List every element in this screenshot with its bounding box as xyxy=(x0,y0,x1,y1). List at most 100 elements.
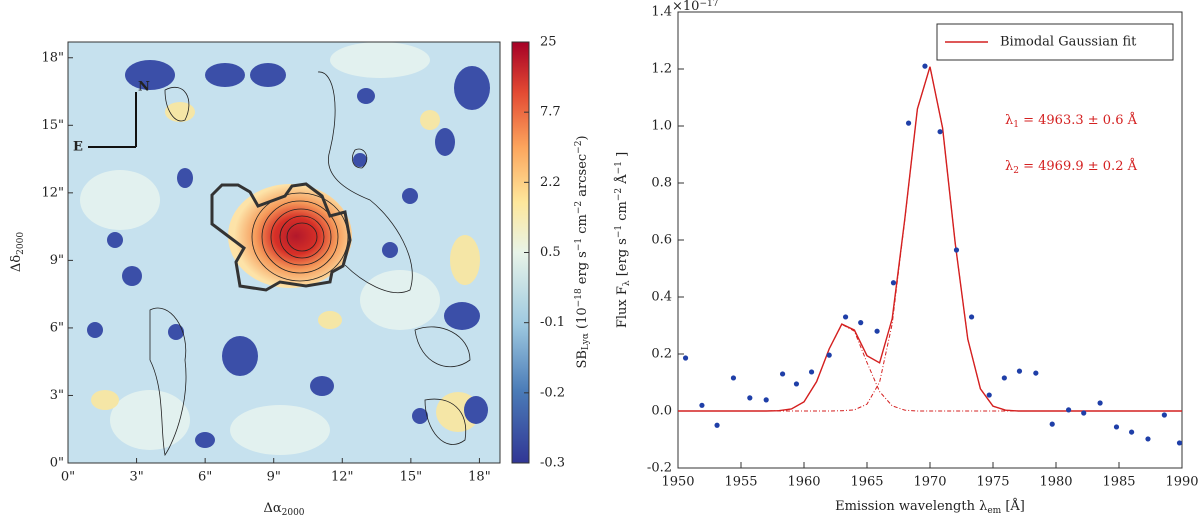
y-tick-label: 1.2 xyxy=(651,62,672,77)
y-tick-label: 0.4 xyxy=(651,290,672,305)
x-label-part: em xyxy=(987,506,1001,516)
x-tick-label: 9" xyxy=(267,470,281,485)
lambda2-annotation: λ2 = 4969.9 ± 0.2 Å xyxy=(1005,158,1138,176)
y-multiplier-exp: −17 xyxy=(699,0,718,9)
cb-part: erg s xyxy=(575,251,590,288)
thin-contours xyxy=(149,71,471,457)
y-label-part: cm xyxy=(615,201,630,225)
data-point xyxy=(1097,400,1103,406)
y-multiplier: ×10−17 xyxy=(672,0,719,14)
data-point xyxy=(779,371,786,377)
data-point xyxy=(1113,424,1120,430)
cb-part: cm xyxy=(575,214,590,238)
ann-part: = 4963.3 ± 0.6 Å xyxy=(1019,112,1138,128)
data-point xyxy=(1049,421,1055,427)
colorbar-tick-label: 2.2 xyxy=(540,175,561,190)
x-tick-label: 3" xyxy=(129,470,143,485)
north-label: N xyxy=(138,80,150,95)
data-point xyxy=(1129,429,1135,435)
data-point xyxy=(714,422,720,428)
x-tick-label: 1985 xyxy=(1102,475,1135,490)
x-tick-label: 1975 xyxy=(976,475,1009,490)
y-tick-label: 6" xyxy=(50,320,64,335)
y-label-part: λ xyxy=(622,280,632,286)
cb-part: Lyα xyxy=(581,333,591,350)
east-label: E xyxy=(73,140,83,155)
y-label-part: Flux F xyxy=(615,286,630,328)
data-point xyxy=(793,381,800,387)
colorbar-tick-label: -0.2 xyxy=(540,385,565,400)
x-tick-label: 6" xyxy=(198,470,212,485)
colorbar-tick-label: 25 xyxy=(540,35,557,50)
data-point xyxy=(905,120,912,126)
data-point xyxy=(826,352,832,358)
y-label-part: −1 xyxy=(614,161,624,174)
x-tick-label: 1960 xyxy=(787,475,820,490)
y-tick-label: 12" xyxy=(41,185,64,200)
cb-part: −18 xyxy=(574,288,584,307)
cb-part: (10 xyxy=(575,307,590,333)
map-light-patches xyxy=(80,42,440,455)
ann-part: 1 xyxy=(1013,120,1019,130)
data-point xyxy=(1016,368,1023,374)
y-multiplier-base: ×10 xyxy=(672,0,699,14)
x-axis-label-sub: 2000 xyxy=(282,508,305,518)
colorbar-tick-label: 0.5 xyxy=(540,245,561,260)
spectrum-frame xyxy=(677,11,1183,469)
y-tick-label: 0.2 xyxy=(651,347,672,362)
fit-component xyxy=(678,323,1182,412)
y-label-part: −1 xyxy=(614,225,624,238)
y-tick-label: 3" xyxy=(50,388,64,403)
y-label-part: Å xyxy=(614,174,630,188)
y-axis-label-main: Δδ xyxy=(9,255,24,272)
x-tick-label: 1955 xyxy=(724,475,757,490)
y-label-part: ] xyxy=(615,152,630,161)
x-label-part: Emission wavelength λ xyxy=(835,499,987,514)
ann-part: λ xyxy=(1005,159,1013,174)
x-tick-label: 15" xyxy=(400,470,423,485)
x-tick-label: 1965 xyxy=(850,475,883,490)
x-label-part: [Å] xyxy=(1001,498,1025,514)
data-point xyxy=(858,320,864,326)
data-point xyxy=(986,392,992,398)
data-point xyxy=(763,397,769,403)
x-axis-label: Emission wavelength λem [Å] xyxy=(835,498,1025,516)
x-tick-label: 12" xyxy=(331,470,354,485)
x-tick-label: 0" xyxy=(61,470,75,485)
x-tick-label: 1980 xyxy=(1039,475,1072,490)
x-axis-label: Δα2000 xyxy=(263,501,304,518)
x-tick-label: 18" xyxy=(468,470,491,485)
ann-part: = 4969.9 ± 0.2 Å xyxy=(1019,158,1138,174)
cb-part: SB xyxy=(575,350,590,368)
data-point xyxy=(1161,412,1167,418)
data-point xyxy=(922,63,928,69)
y-axis-label-sub: 2000 xyxy=(16,232,26,255)
data-point xyxy=(1001,375,1007,381)
x-tick-label: 1950 xyxy=(661,475,694,490)
colorbar-tick-label: -0.1 xyxy=(540,315,565,330)
data-point xyxy=(937,129,943,135)
cb-part: ) xyxy=(575,135,590,140)
data-point xyxy=(747,395,753,401)
data-point xyxy=(842,314,849,320)
map-frame xyxy=(67,41,501,464)
legend-label: Bimodal Gaussian fit xyxy=(1000,35,1137,50)
data-point xyxy=(699,402,705,408)
compass xyxy=(88,92,137,148)
colorbar-tick-label: 7.7 xyxy=(540,105,561,120)
data-point xyxy=(1145,436,1151,442)
data-point xyxy=(1176,440,1183,446)
ann-part: 2 xyxy=(1013,166,1019,176)
y-tick-label: 18" xyxy=(41,50,64,65)
y-tick-label: 0" xyxy=(50,456,64,471)
y-axis-label: Δδ2000 xyxy=(9,232,26,272)
y-tick-label: 1.0 xyxy=(651,119,672,134)
y-axis-label: Flux Fλ [erg s−1 cm−2 Å−1 ] xyxy=(614,152,632,328)
fit-component xyxy=(678,66,1182,412)
y-tick-label: 0.6 xyxy=(651,233,672,248)
data-point xyxy=(730,375,737,381)
y-tick-label: 0.8 xyxy=(651,176,672,191)
cb-part: −2 xyxy=(574,201,584,214)
map-dark-blobs xyxy=(87,60,490,448)
